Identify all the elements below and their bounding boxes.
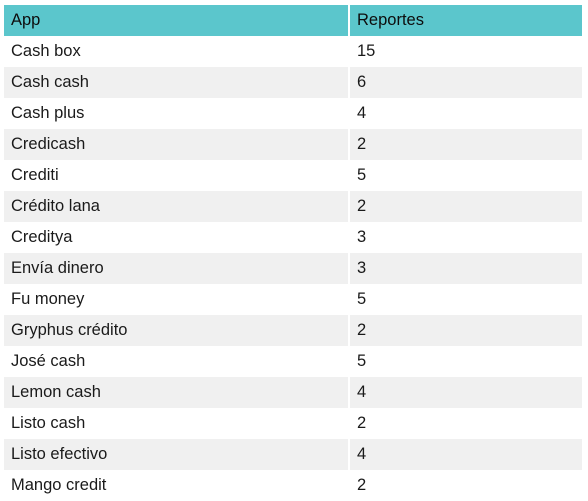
table-row: Mango credit 2	[4, 470, 582, 501]
app-name-cell: Crédito lana	[4, 191, 349, 222]
app-name-cell: Envía dinero	[4, 253, 349, 284]
report-count-cell: 5	[348, 160, 582, 191]
report-count-cell: 2	[348, 129, 582, 160]
table-row: Listo efectivo 4	[4, 439, 582, 470]
report-count-cell: 4	[348, 98, 582, 129]
app-name-cell: Listo cash	[4, 408, 349, 439]
report-count-cell: 2	[348, 470, 582, 501]
table-row: Envía dinero 3	[4, 253, 582, 284]
report-count-cell: 3	[348, 253, 582, 284]
header-app: App	[4, 5, 349, 37]
table-row: Cash cash 6	[4, 67, 582, 98]
table-row: Fu money 5	[4, 284, 582, 315]
table-row: José cash 5	[4, 346, 582, 377]
app-name-cell: Fu money	[4, 284, 349, 315]
app-name-cell: Mango credit	[4, 470, 349, 501]
report-count-cell: 4	[348, 377, 582, 408]
report-count-cell: 4	[348, 439, 582, 470]
table-row: Credicash 2	[4, 129, 582, 160]
app-name-cell: Lemon cash	[4, 377, 349, 408]
app-name-cell: Crediti	[4, 160, 349, 191]
table-row: Lemon cash 4	[4, 377, 582, 408]
app-name-cell: Credicash	[4, 129, 349, 160]
table-row: Crédito lana 2	[4, 191, 582, 222]
app-name-cell: Listo efectivo	[4, 439, 349, 470]
report-count-cell: 2	[348, 191, 582, 222]
report-count-cell: 3	[348, 222, 582, 253]
table-row: Creditya 3	[4, 222, 582, 253]
header-reportes: Reportes	[348, 5, 582, 37]
app-name-cell: Cash plus	[4, 98, 349, 129]
table-row: Cash box 15	[4, 36, 582, 67]
app-name-cell: Gryphus crédito	[4, 315, 349, 346]
table-row: Gryphus crédito 2	[4, 315, 582, 346]
table-header: App Reportes	[4, 5, 582, 37]
app-name-cell: José cash	[4, 346, 349, 377]
table-body: Cash box 15 Cash cash 6 Cash plus 4 Credicash 2…	[4, 36, 582, 501]
reports-table: App Reportes Cash box 15 Cash cash 6 Cash pl…	[4, 5, 582, 501]
report-count-cell: 15	[348, 36, 582, 67]
table-row: Listo cash 2	[4, 408, 582, 439]
table-row: Crediti 5	[4, 160, 582, 191]
app-name-cell: Cash box	[4, 36, 349, 67]
table-row: Cash plus 4	[4, 98, 582, 129]
app-name-cell: Cash cash	[4, 67, 349, 98]
report-count-cell: 2	[348, 315, 582, 346]
app-name-cell: Creditya	[4, 222, 349, 253]
report-count-cell: 2	[348, 408, 582, 439]
report-count-cell: 6	[348, 67, 582, 98]
header-row: App Reportes	[4, 5, 582, 37]
report-count-cell: 5	[348, 346, 582, 377]
report-count-cell: 5	[348, 284, 582, 315]
